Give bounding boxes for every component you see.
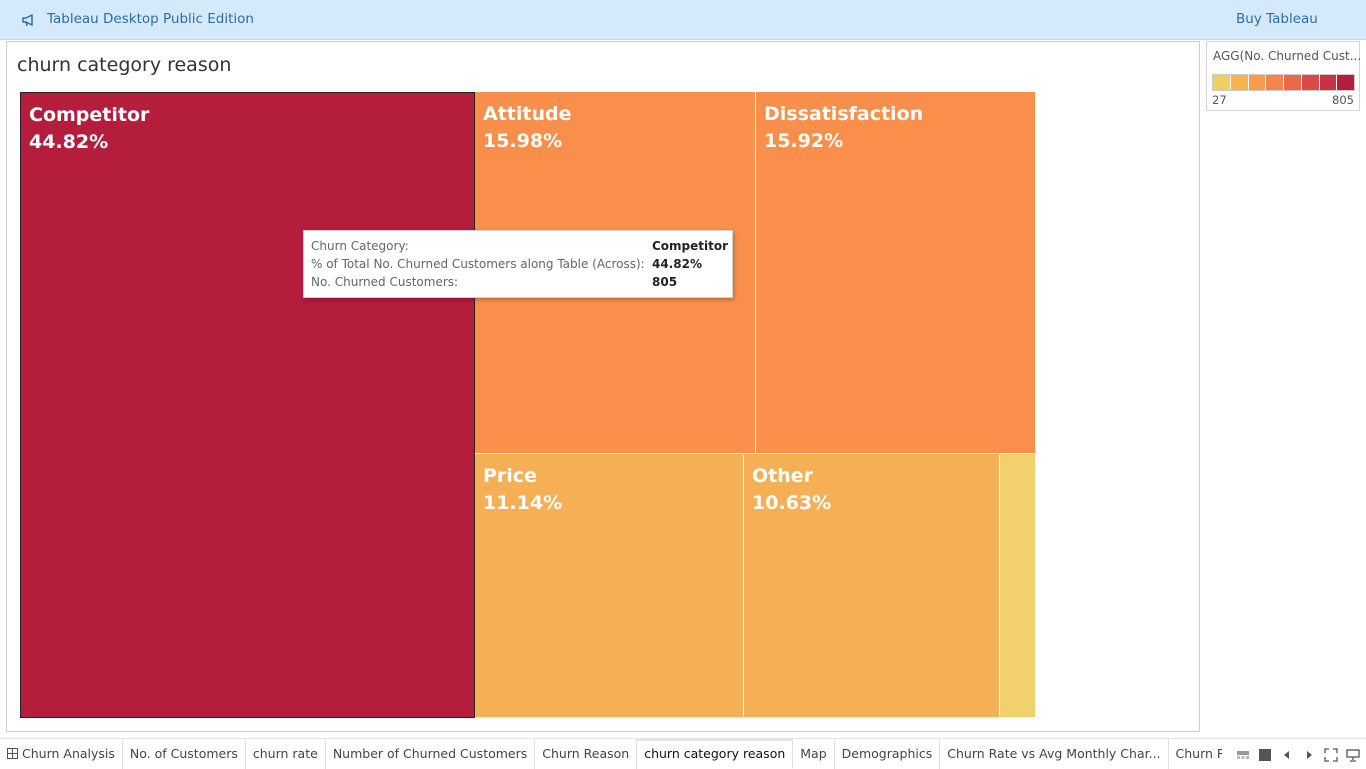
legend-swatch xyxy=(1319,75,1338,90)
tile-percent: 10.63% xyxy=(752,492,832,514)
sheet-tab-label: Demographics xyxy=(841,746,933,761)
sheet-tab-label: Churn Analysis xyxy=(22,746,115,761)
legend-swatch xyxy=(1230,75,1249,90)
tooltip-value: 44.82% xyxy=(652,257,702,271)
sheet-title: churn category reason xyxy=(17,54,232,76)
legend-swatch xyxy=(1266,75,1284,90)
sheet-tab[interactable]: Map xyxy=(793,739,835,769)
sheet-tab[interactable]: Churn Rate vs Avg Monthly Char... xyxy=(940,739,1169,769)
sheet-tab-bar: Churn Analysis No. of Customers churn rate… xyxy=(0,738,1366,769)
legend-swatch xyxy=(1248,75,1267,90)
tile-label: Competitor xyxy=(29,104,150,126)
sheet-tab[interactable]: Demographics xyxy=(835,739,941,769)
tooltip-value: 805 xyxy=(652,275,678,289)
show-filmstrip-icon[interactable] xyxy=(1236,748,1250,762)
fullscreen-icon[interactable] xyxy=(1324,748,1338,762)
prev-sheet-icon[interactable] xyxy=(1280,748,1294,762)
legend-swatch xyxy=(1337,75,1354,90)
tile-label: Attitude xyxy=(483,103,572,125)
tile-dissatisfaction[interactable]: Dissatisfaction 15.92% xyxy=(756,92,1036,454)
legend-title: AGG(No. Churned Cust... xyxy=(1213,49,1362,63)
legend-swatch xyxy=(1301,75,1320,90)
megaphone-icon xyxy=(22,14,33,27)
tile-percent: 15.98% xyxy=(483,130,563,152)
sheet-tab[interactable]: churn category reason xyxy=(637,739,794,769)
color-legend[interactable]: AGG(No. Churned Cust... 27 805 xyxy=(1206,41,1362,111)
sheet-tab-label: churn category reason xyxy=(644,746,786,761)
legend-max: 805 xyxy=(1332,93,1354,107)
sheet-tab[interactable]: No. of Customers xyxy=(123,739,246,769)
tile-label: Price xyxy=(483,465,537,487)
app-title: Tableau Desktop Public Edition xyxy=(47,11,254,27)
mark-tooltip: Churn Category: Competitor % of Total No… xyxy=(303,230,733,298)
sheet-tab-label: Churn Rate vs Avg Monthly Char... xyxy=(947,746,1161,761)
sheet-tab-label: No. of Customers xyxy=(129,746,238,761)
tooltip-value: Competitor xyxy=(652,239,729,253)
sheet-tab-label: Number of Churned Customers xyxy=(332,746,528,761)
tile-label: Dissatisfaction xyxy=(764,103,924,125)
tile-label: Other xyxy=(752,465,814,487)
sheet-tab[interactable]: Churn Reason xyxy=(535,739,638,769)
tile-small-category[interactable] xyxy=(1000,454,1036,718)
sheet-tab-label: Churn Reason xyxy=(542,746,630,761)
legend-color-ramp xyxy=(1212,74,1355,91)
sheet-tab[interactable]: churn rate xyxy=(246,739,326,769)
tooltip-label: Churn Category: xyxy=(311,239,409,253)
tile-other[interactable]: Other 10.63% xyxy=(744,454,1000,718)
sheet-tab[interactable]: Churn Rate Vs. Monthly Dat xyxy=(1169,739,1222,769)
sheet-tab[interactable]: Churn Analysis xyxy=(0,739,123,769)
buy-tableau-link[interactable]: Buy Tableau xyxy=(1236,11,1318,27)
dashboard-grid-icon xyxy=(7,748,18,759)
treemap-chart: Competitor 44.82% Attitude 15.98% Dissat… xyxy=(20,92,1036,718)
legend-min: 27 xyxy=(1212,93,1227,107)
tile-price[interactable]: Price 11.14% xyxy=(475,454,744,718)
sheet-tab-label: Map xyxy=(800,746,827,761)
sheet-tabs: Churn Analysis No. of Customers churn rate… xyxy=(0,739,1222,769)
sheet-tab[interactable]: Number of Churned Customers xyxy=(326,739,536,769)
tile-competitor[interactable]: Competitor 44.82% xyxy=(20,92,475,718)
legend-swatch xyxy=(1213,75,1231,90)
sheet-tab-label: Churn Rate Vs. Monthly Dat xyxy=(1175,746,1222,761)
sheet-tab-label: churn rate xyxy=(252,746,318,761)
show-tabs-icon[interactable] xyxy=(1258,748,1272,762)
tooltip-label: % of Total No. Churned Customers along T… xyxy=(311,257,645,271)
tile-percent: 44.82% xyxy=(29,131,109,153)
tooltip-label: No. Churned Customers: xyxy=(311,275,459,289)
next-sheet-icon[interactable] xyxy=(1302,748,1316,762)
tile-percent: 15.92% xyxy=(764,130,844,152)
top-bar: Tableau Desktop Public Edition Buy Table… xyxy=(0,0,1366,40)
legend-swatch xyxy=(1284,75,1302,90)
tile-percent: 11.14% xyxy=(483,492,563,514)
presentation-icon[interactable] xyxy=(1346,748,1360,762)
